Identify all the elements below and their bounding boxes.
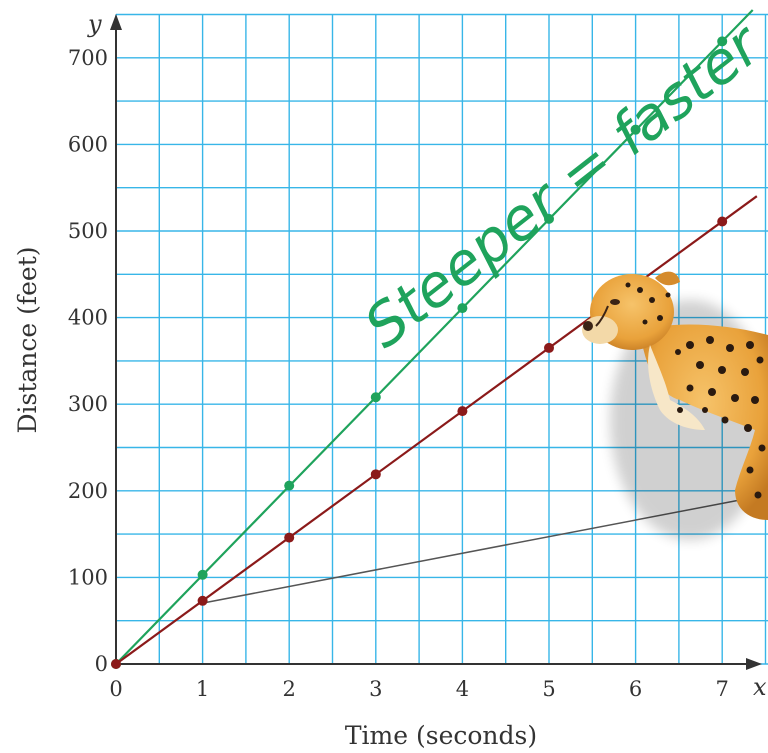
data-point bbox=[457, 406, 468, 417]
x-tick-label: 5 bbox=[542, 677, 555, 701]
x-axis-arrow-icon bbox=[746, 658, 762, 670]
data-point bbox=[197, 595, 208, 606]
x-tick-label: 0 bbox=[109, 677, 122, 701]
x-tick-label: 4 bbox=[456, 677, 469, 701]
series-line-1 bbox=[115, 195, 758, 665]
y-tick-label: 100 bbox=[68, 565, 108, 589]
y-axis-arrow-icon bbox=[110, 14, 122, 30]
data-point bbox=[544, 342, 554, 353]
data-point bbox=[284, 532, 295, 543]
x-tick-label: 2 bbox=[283, 677, 296, 701]
data-point bbox=[717, 216, 728, 227]
x-tick-label: 1 bbox=[196, 677, 209, 701]
y-tick-label: 600 bbox=[68, 132, 108, 156]
data-point bbox=[111, 659, 121, 669]
x-variable: x bbox=[753, 673, 767, 701]
series-line-0 bbox=[115, 9, 754, 665]
y-tick-label: 300 bbox=[68, 392, 108, 416]
data-point bbox=[197, 569, 208, 580]
x-tick-label: 3 bbox=[369, 677, 382, 701]
y-tick-label: 500 bbox=[68, 219, 108, 243]
y-tick-label: 400 bbox=[68, 306, 108, 330]
data-point bbox=[370, 469, 381, 480]
axes bbox=[110, 14, 762, 670]
series-group bbox=[111, 9, 758, 669]
data-point bbox=[284, 480, 295, 491]
data-point bbox=[457, 303, 468, 314]
x-tick-label: 7 bbox=[716, 677, 729, 701]
data-point bbox=[630, 124, 641, 135]
x-tick-label: 6 bbox=[629, 677, 642, 701]
data-point bbox=[544, 213, 554, 224]
x-axis-label: Time (seconds) bbox=[345, 721, 537, 750]
data-point bbox=[370, 392, 381, 403]
x-tick-labels: 0 1 2 3 4 5 6 7 bbox=[109, 677, 729, 701]
y-tick-label: 700 bbox=[68, 46, 108, 70]
y-axis-label: Distance (feet) bbox=[13, 246, 42, 433]
y-variable: y bbox=[87, 10, 102, 38]
cheetah-image bbox=[582, 271, 768, 540]
y-tick-labels: 0 100 200 300 400 500 600 700 bbox=[68, 46, 108, 676]
y-tick-label: 200 bbox=[68, 479, 108, 503]
data-point bbox=[717, 36, 728, 47]
y-tick-label: 0 bbox=[95, 652, 108, 676]
